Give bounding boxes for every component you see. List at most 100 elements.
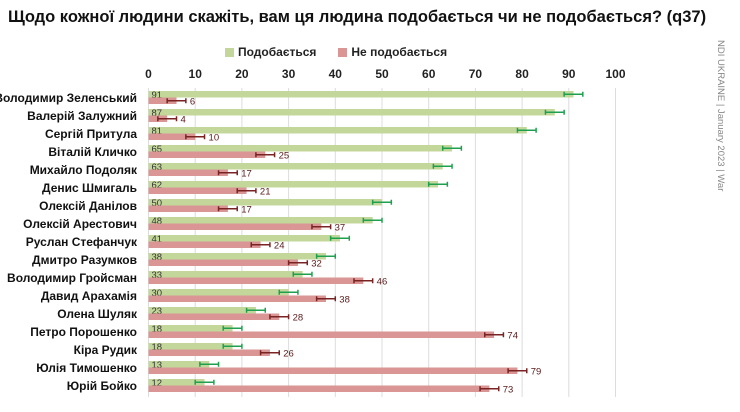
category-label: Володимир Гройсман [7, 271, 137, 285]
bar-dislike [148, 277, 364, 284]
category-label: Олена Шуляк [57, 307, 138, 321]
legend-item-like: Подобається [225, 45, 316, 59]
bar-like [148, 235, 340, 242]
bar-dislike [148, 313, 280, 320]
x-tick-label: 20 [235, 67, 249, 81]
bar-dislike [148, 331, 495, 338]
bar-like [148, 217, 373, 224]
bar-like [148, 361, 210, 368]
x-tick-label: 0 [145, 67, 152, 81]
data-label-dislike: 25 [279, 151, 290, 162]
x-tick-label: 60 [422, 67, 436, 81]
bar-dislike [148, 151, 266, 158]
x-tick-label: 40 [329, 67, 343, 81]
data-label-like: 30 [152, 288, 163, 299]
data-label-like: 81 [152, 126, 163, 137]
data-label-like: 18 [152, 342, 163, 353]
legend-swatch-dislike [338, 47, 348, 57]
x-tick-label: 50 [375, 67, 389, 81]
x-tick-label: 90 [562, 67, 576, 81]
x-tick-label: 10 [189, 67, 203, 81]
bar-like [148, 253, 326, 260]
data-label-like: 62 [152, 180, 163, 191]
data-label-dislike: 4 [181, 115, 186, 126]
data-label-like: 91 [152, 90, 163, 101]
bar-like [148, 271, 303, 278]
bar-dislike [148, 259, 298, 266]
bar-like [148, 379, 205, 386]
bar-dislike [148, 133, 196, 140]
bar-dislike [148, 187, 247, 194]
category-label: Руслан Стефанчук [26, 235, 138, 249]
data-label-dislike: 6 [190, 97, 195, 108]
category-label: Юрій Бойко [67, 379, 137, 393]
legend: Подобається Не подобається [225, 45, 447, 59]
legend-item-dislike: Не подобається [338, 45, 447, 59]
category-label: Михайло Подоляк [30, 163, 138, 177]
bar-dislike [148, 367, 518, 374]
data-label-dislike: 17 [241, 169, 252, 180]
category-label: Володимир Зеленський [0, 91, 137, 105]
category-label: Віталій Кличко [48, 145, 137, 159]
bar-like [148, 199, 382, 206]
legend-label-like: Подобається [238, 45, 317, 59]
data-label-like: 87 [152, 108, 163, 119]
category-label: Петро Порошенко [30, 325, 137, 339]
bar-like [148, 145, 453, 152]
data-label-dislike: 38 [339, 295, 350, 306]
x-tick-label: 30 [282, 67, 296, 81]
x-tick-label: 70 [469, 67, 483, 81]
bar-like [148, 325, 233, 332]
data-label-dislike: 26 [283, 349, 294, 360]
data-label-dislike: 46 [377, 277, 388, 288]
category-label: Сергій Притула [45, 127, 137, 141]
bar-like [148, 181, 439, 188]
category-label: Денис Шмигаль [42, 181, 137, 195]
bar-dislike [148, 295, 326, 302]
bar-dislike [148, 169, 228, 176]
legend-label-dislike: Не подобається [351, 45, 448, 59]
bar-like [148, 109, 555, 116]
data-label-like: 13 [152, 360, 163, 371]
category-label: Кіра Рудик [74, 343, 138, 357]
x-tick-label: 80 [515, 67, 529, 81]
data-label-dislike: 32 [311, 259, 322, 270]
data-label-like: 63 [152, 162, 163, 173]
bar-dislike [148, 385, 490, 392]
category-label: Олексій Данілов [39, 199, 137, 213]
data-label-like: 38 [152, 252, 163, 263]
data-label-like: 23 [152, 306, 163, 317]
x-tick-label: 100 [605, 67, 625, 81]
bar-like [148, 91, 574, 98]
category-label: Дмитро Разумков [32, 253, 137, 267]
bar-like [148, 343, 233, 350]
data-label-like: 65 [152, 144, 163, 155]
bar-like [148, 163, 443, 170]
category-label: Валерій Залужний [27, 109, 137, 123]
data-label-like: 41 [152, 234, 163, 245]
bar-dislike [148, 223, 322, 230]
data-label-dislike: 10 [209, 133, 220, 144]
bar-dislike [148, 241, 261, 248]
source-note: NDI UKRAINE | January 2023 | War [715, 40, 726, 192]
data-label-like: 18 [152, 324, 163, 335]
data-label-dislike: 24 [274, 241, 285, 252]
bar-like [148, 307, 256, 314]
category-label: Олексій Арестович [23, 217, 137, 231]
data-label-dislike: 37 [335, 223, 346, 234]
legend-swatch-like [225, 47, 234, 57]
data-label-dislike: 28 [293, 313, 304, 324]
data-label-like: 50 [152, 198, 163, 209]
chart-title: Щодо кожної людини скажіть, вам ця людин… [8, 8, 707, 26]
category-label: Юлія Тимошенко [36, 361, 137, 375]
data-label-dislike: 21 [260, 187, 271, 198]
data-label-dislike: 17 [241, 205, 252, 216]
data-label-dislike: 79 [531, 367, 542, 378]
bar-like [148, 127, 527, 134]
data-label-dislike: 74 [507, 331, 518, 342]
data-label-like: 48 [152, 216, 163, 227]
category-label: Давид Арахамія [41, 289, 137, 303]
bar-dislike [148, 97, 177, 104]
bar-like [148, 289, 289, 296]
